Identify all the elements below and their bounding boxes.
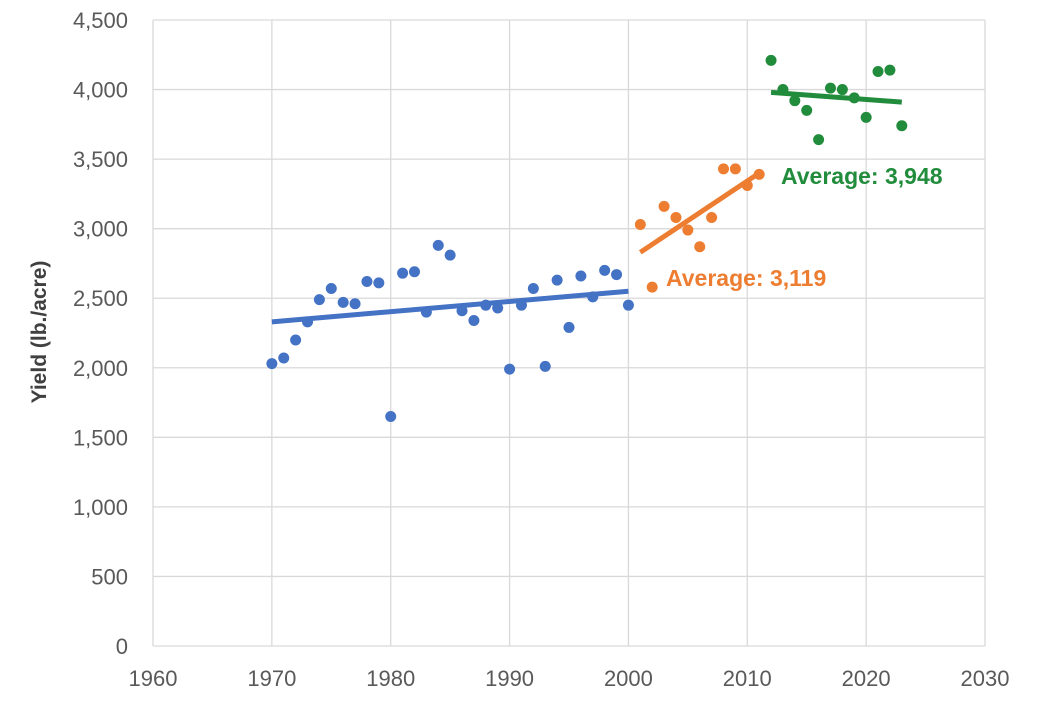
y-tick-label: 2,500 <box>73 286 128 311</box>
data-point <box>658 200 670 212</box>
x-axis-ticks: 1960 1970 1980 1990 2000 2010 2020 2030 <box>129 666 1010 691</box>
series-2001-2011 <box>634 163 765 293</box>
series-1970-2000 <box>266 239 634 422</box>
y-tick-label: 4,000 <box>73 78 128 103</box>
y-axis-title: Yield (lb./acre) <box>28 261 51 404</box>
y-tick-label: 4,500 <box>73 8 128 33</box>
trend-line <box>638 170 761 255</box>
data-point <box>670 212 682 224</box>
annotation-average-2001-2011: Average: 3,119 <box>666 265 826 291</box>
data-point <box>313 294 325 306</box>
data-point <box>325 282 337 294</box>
x-tick-label: 2020 <box>842 666 891 691</box>
annotation-average-2012-2023: Average: 3,948 <box>781 163 943 189</box>
data-point <box>682 224 694 236</box>
data-point <box>599 264 611 276</box>
data-point <box>824 82 836 94</box>
y-tick-label: 3,000 <box>73 217 128 242</box>
x-tick-label: 1960 <box>129 666 178 691</box>
data-point <box>718 163 730 175</box>
data-point <box>801 104 813 116</box>
y-tick-label: 2,000 <box>73 356 128 381</box>
data-point <box>397 267 409 279</box>
x-tick-label: 2010 <box>723 666 772 691</box>
x-tick-label: 2030 <box>961 666 1010 691</box>
data-point <box>729 163 741 175</box>
data-point <box>266 358 278 370</box>
data-point <box>813 134 825 146</box>
data-point <box>872 65 884 77</box>
trend-line <box>770 89 902 105</box>
data-point <box>373 277 385 289</box>
data-point <box>432 239 444 251</box>
data-point <box>789 95 801 107</box>
gridlines <box>152 19 986 647</box>
data-point <box>634 218 646 230</box>
data-point <box>361 276 373 288</box>
data-point <box>563 321 575 333</box>
data-point <box>337 296 349 308</box>
data-series <box>266 54 908 422</box>
data-point <box>408 266 420 278</box>
data-point <box>551 274 563 286</box>
data-point <box>504 363 516 375</box>
x-tick-label: 2000 <box>604 666 653 691</box>
data-point <box>468 314 480 326</box>
data-point <box>706 212 718 224</box>
data-point <box>539 360 551 372</box>
data-point <box>349 298 361 310</box>
x-tick-label: 1980 <box>366 666 415 691</box>
data-point <box>527 282 539 294</box>
data-point <box>694 241 706 253</box>
y-tick-label: 0 <box>116 634 128 659</box>
data-point <box>611 269 623 281</box>
data-point <box>622 299 634 311</box>
data-point <box>765 54 777 66</box>
y-tick-label: 1,500 <box>73 425 128 450</box>
y-axis-ticks: 0 500 1,000 1,500 2,000 2,500 3,000 3,500 4,000 4… <box>73 8 128 659</box>
y-tick-label: 500 <box>91 564 128 589</box>
data-point <box>278 352 290 364</box>
data-point <box>646 281 658 293</box>
y-tick-label: 1,000 <box>73 495 128 520</box>
x-tick-label: 1970 <box>247 666 296 691</box>
data-point <box>896 120 908 132</box>
data-point <box>290 334 302 346</box>
data-point <box>836 84 848 96</box>
data-point <box>860 111 872 123</box>
data-point <box>575 270 587 282</box>
x-tick-label: 1990 <box>485 666 534 691</box>
series-2012-2023 <box>765 54 908 146</box>
trend-line <box>271 288 629 325</box>
data-point <box>444 249 456 261</box>
data-point <box>385 410 397 422</box>
y-tick-label: 3,500 <box>73 147 128 172</box>
data-point <box>884 64 896 76</box>
